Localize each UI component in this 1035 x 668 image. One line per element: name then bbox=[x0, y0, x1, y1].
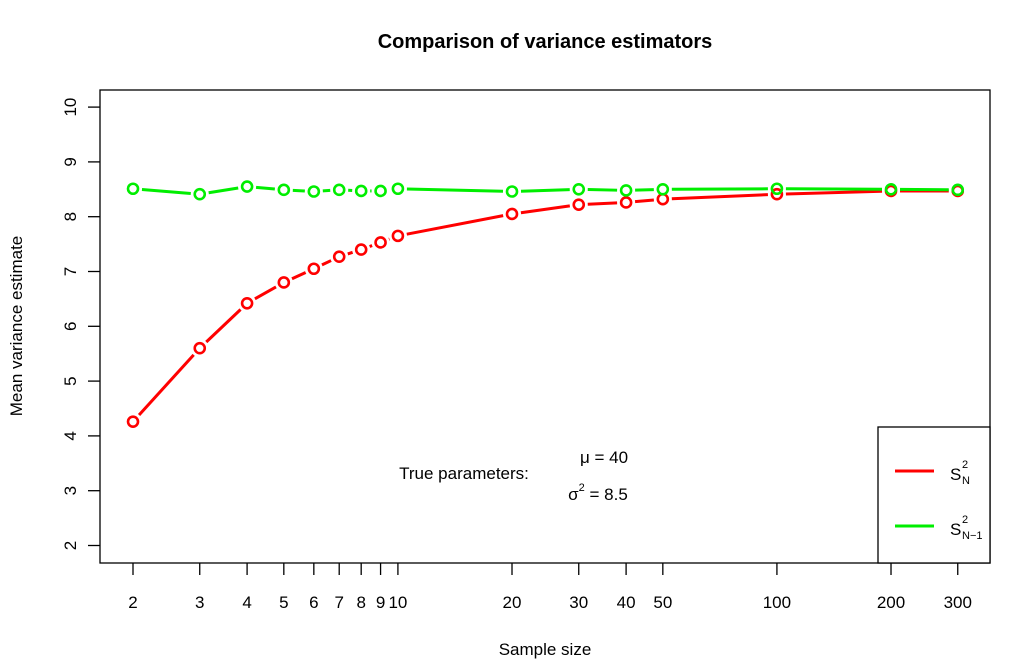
annotation-mu: μ = 40 bbox=[580, 448, 628, 467]
data-point bbox=[656, 192, 670, 206]
data-point bbox=[354, 243, 368, 256]
legend-label-s-n-1: S2 N−1 bbox=[950, 514, 983, 542]
x-tick-label: 7 bbox=[334, 593, 343, 612]
data-point bbox=[193, 341, 207, 355]
x-tick-label: 9 bbox=[376, 593, 385, 612]
data-point bbox=[374, 236, 387, 249]
x-tick-label: 10 bbox=[388, 593, 407, 612]
x-axis: 2 3 4 5 6 7 8 9 10 20 30 40 50 100 200 300 bbox=[128, 563, 972, 612]
data-point bbox=[307, 185, 321, 198]
series-segment bbox=[587, 188, 618, 192]
data-point bbox=[770, 182, 784, 196]
y-tick-label: 5 bbox=[61, 376, 80, 385]
x-tick-label: 30 bbox=[569, 593, 588, 612]
x-tick-label: 6 bbox=[309, 593, 318, 612]
legend: S2 N S2 N−1 bbox=[877, 426, 991, 564]
y-tick-label: 10 bbox=[61, 98, 80, 117]
series-s-n bbox=[126, 184, 965, 428]
data-point bbox=[240, 180, 254, 193]
x-axis-label: Sample size bbox=[499, 640, 592, 659]
y-tick-label: 6 bbox=[61, 322, 80, 331]
series-segment bbox=[347, 250, 354, 256]
series-segment bbox=[587, 201, 618, 206]
x-tick-label: 4 bbox=[242, 593, 251, 612]
sigma-symbol: σ bbox=[568, 485, 579, 504]
x-tick-label: 3 bbox=[195, 593, 204, 612]
x-tick-label: 40 bbox=[617, 593, 636, 612]
plot-area-frame bbox=[99, 89, 991, 564]
x-tick-label: 100 bbox=[763, 593, 791, 612]
data-point bbox=[619, 196, 633, 209]
data-point bbox=[572, 198, 586, 211]
series-segment bbox=[520, 204, 571, 215]
legend-box bbox=[877, 426, 991, 564]
data-point bbox=[240, 296, 254, 310]
data-point bbox=[277, 276, 291, 289]
series-segment bbox=[254, 285, 277, 301]
data-point bbox=[332, 250, 346, 264]
y-tick-label: 2 bbox=[61, 541, 80, 550]
y-tick-label: 4 bbox=[61, 431, 80, 440]
data-point bbox=[277, 183, 291, 197]
series-segment bbox=[292, 188, 305, 193]
series-segment bbox=[406, 187, 504, 193]
data-point bbox=[770, 187, 784, 201]
series-segment bbox=[406, 214, 504, 236]
mu-symbol: μ bbox=[580, 448, 590, 467]
y-tick-label: 3 bbox=[61, 486, 80, 495]
mu-value: = 40 bbox=[590, 448, 628, 467]
chart-title: Comparison of variance estimators bbox=[378, 31, 713, 53]
data-point bbox=[884, 183, 898, 196]
annotation-label: True parameters: bbox=[399, 464, 529, 483]
sigma-value: = 8.5 bbox=[585, 485, 628, 504]
series-segment bbox=[255, 185, 275, 191]
y-tick-label: 7 bbox=[61, 267, 80, 276]
y-tick-label: 8 bbox=[61, 212, 80, 221]
series-s-n-1 bbox=[126, 180, 965, 201]
data-point bbox=[391, 229, 405, 243]
annotation-sigma: σ2 = 8.5 bbox=[568, 482, 628, 504]
series-segment bbox=[671, 193, 768, 201]
series-segment bbox=[208, 186, 239, 195]
data-point bbox=[307, 262, 321, 276]
legend-label-s-n: S2 N bbox=[950, 459, 970, 487]
data-point bbox=[656, 183, 670, 196]
y-axis-label: Mean variance estimate bbox=[7, 236, 26, 416]
data-point bbox=[619, 184, 633, 197]
x-tick-label: 8 bbox=[356, 593, 365, 612]
series-segment bbox=[205, 308, 242, 344]
data-point bbox=[391, 182, 405, 196]
series-segment bbox=[321, 259, 332, 267]
x-tick-label: 50 bbox=[653, 593, 672, 612]
data-point bbox=[193, 187, 207, 201]
data-point bbox=[572, 183, 586, 196]
series-segment bbox=[634, 198, 654, 204]
data-point bbox=[332, 183, 346, 197]
data-point bbox=[374, 184, 387, 198]
x-tick-label: 300 bbox=[944, 593, 972, 612]
data-point bbox=[126, 415, 140, 428]
x-tick-label: 5 bbox=[279, 593, 288, 612]
series-segment bbox=[369, 244, 373, 248]
y-axis: 2 3 4 5 6 7 8 9 10 bbox=[61, 98, 100, 550]
series-layer bbox=[126, 180, 965, 428]
series-segment bbox=[520, 188, 570, 193]
data-point bbox=[951, 183, 965, 197]
x-tick-label: 200 bbox=[877, 593, 905, 612]
data-point bbox=[354, 184, 368, 198]
series-segment bbox=[137, 353, 195, 417]
series-segment bbox=[141, 187, 191, 195]
y-tick-label: 9 bbox=[61, 157, 80, 166]
series-segment bbox=[291, 271, 307, 281]
data-point bbox=[505, 207, 519, 221]
series-segment bbox=[635, 188, 654, 192]
data-point bbox=[126, 182, 140, 196]
annotation-true-parameters: True parameters: μ = 40 σ2 = 8.5 bbox=[399, 448, 628, 504]
sigma-sup: 2 bbox=[579, 482, 585, 494]
data-point bbox=[505, 185, 519, 198]
x-tick-label: 2 bbox=[128, 593, 137, 612]
series-segment bbox=[785, 189, 883, 196]
x-tick-label: 20 bbox=[503, 593, 522, 612]
